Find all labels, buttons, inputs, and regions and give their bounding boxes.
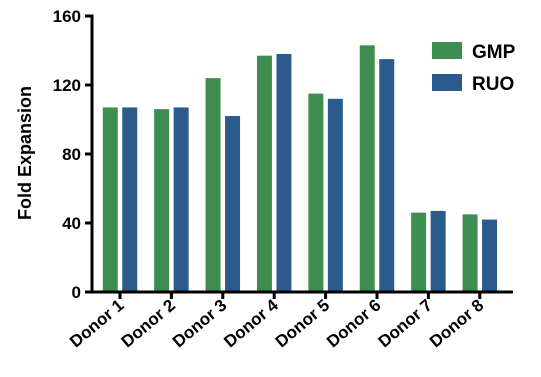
y-ticks-layer: 0 40 80 120 160 xyxy=(53,7,92,302)
bar-ruo-donor-3 xyxy=(225,116,241,292)
bar-gmp-donor-6 xyxy=(359,45,375,293)
x-tick-label: Donor 7 xyxy=(375,296,436,352)
bar-gmp-donor-4 xyxy=(256,55,272,292)
x-tick-label: Donor 5 xyxy=(272,296,333,352)
bar-ruo-donor-5 xyxy=(327,98,343,292)
bar-gmp-donor-1 xyxy=(102,107,118,292)
bar-ruo-donor-4 xyxy=(276,53,292,293)
legend-label-ruo: RUO xyxy=(472,74,514,95)
bar-ruo-donor-1 xyxy=(122,107,138,292)
bar-gmp-donor-3 xyxy=(205,78,221,292)
bar-gmp-donor-5 xyxy=(308,93,324,292)
bar-ruo-donor-8 xyxy=(482,219,498,292)
legend-label-gmp: GMP xyxy=(472,42,516,63)
y-axis-title: Fold Expansion xyxy=(15,86,35,220)
bar-gmp-donor-2 xyxy=(154,109,170,293)
x-tick-label: Donor 6 xyxy=(323,296,384,352)
legend: GMP RUO xyxy=(432,42,516,95)
legend-swatch-ruo xyxy=(432,74,462,91)
x-tick-label: Donor 4 xyxy=(220,295,282,351)
bar-ruo-donor-6 xyxy=(379,59,395,292)
bar-ruo-donor-7 xyxy=(430,210,446,292)
y-tick-label: 40 xyxy=(62,214,81,233)
y-tick-label: 0 xyxy=(72,283,81,302)
y-tick-label: 160 xyxy=(53,7,81,26)
bar-ruo-donor-2 xyxy=(173,107,189,292)
x-tick-label: Donor 8 xyxy=(426,296,487,352)
x-tick-label: Donor 2 xyxy=(118,296,179,352)
y-tick-label: 80 xyxy=(62,145,81,164)
y-tick-label: 120 xyxy=(53,76,81,95)
x-tick-label: Donor 3 xyxy=(169,296,230,352)
bar-gmp-donor-8 xyxy=(462,214,478,292)
legend-swatch-gmp xyxy=(432,42,462,59)
x-tick-label: Donor 1 xyxy=(66,296,127,352)
bars-layer xyxy=(102,45,498,293)
bar-gmp-donor-7 xyxy=(411,212,427,292)
